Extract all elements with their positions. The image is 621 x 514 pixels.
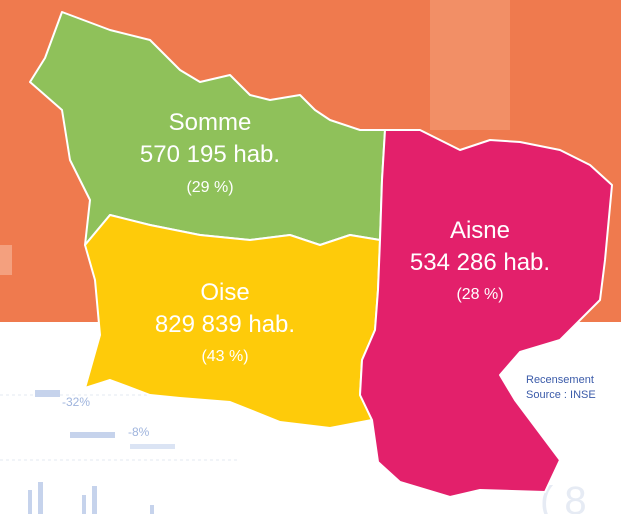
bar-label: -8% <box>128 425 150 439</box>
bar <box>28 490 32 514</box>
bar-label: -32% <box>62 395 90 409</box>
bar <box>150 505 154 514</box>
bar <box>92 486 97 514</box>
region-population: 570 195 hab. <box>140 141 280 168</box>
region-share: (43 %) <box>201 348 248 365</box>
bar <box>70 432 115 438</box>
bar <box>35 390 60 397</box>
bar <box>130 444 175 449</box>
bar <box>82 495 86 514</box>
region-name: Somme <box>169 109 252 136</box>
region-aisne <box>359 129 613 498</box>
region-name: Aisne <box>450 217 510 244</box>
source-note: Source : INSE <box>526 389 596 401</box>
source-note: Recensement <box>526 374 594 386</box>
band-patch <box>430 0 510 130</box>
band-patch <box>0 245 12 275</box>
region-population: 829 839 hab. <box>155 311 295 338</box>
region-name: Oise <box>200 279 249 306</box>
bar <box>38 482 43 514</box>
region-share: (28 %) <box>456 286 503 303</box>
region-share: (29 %) <box>186 179 233 196</box>
region-population: 534 286 hab. <box>410 249 550 276</box>
